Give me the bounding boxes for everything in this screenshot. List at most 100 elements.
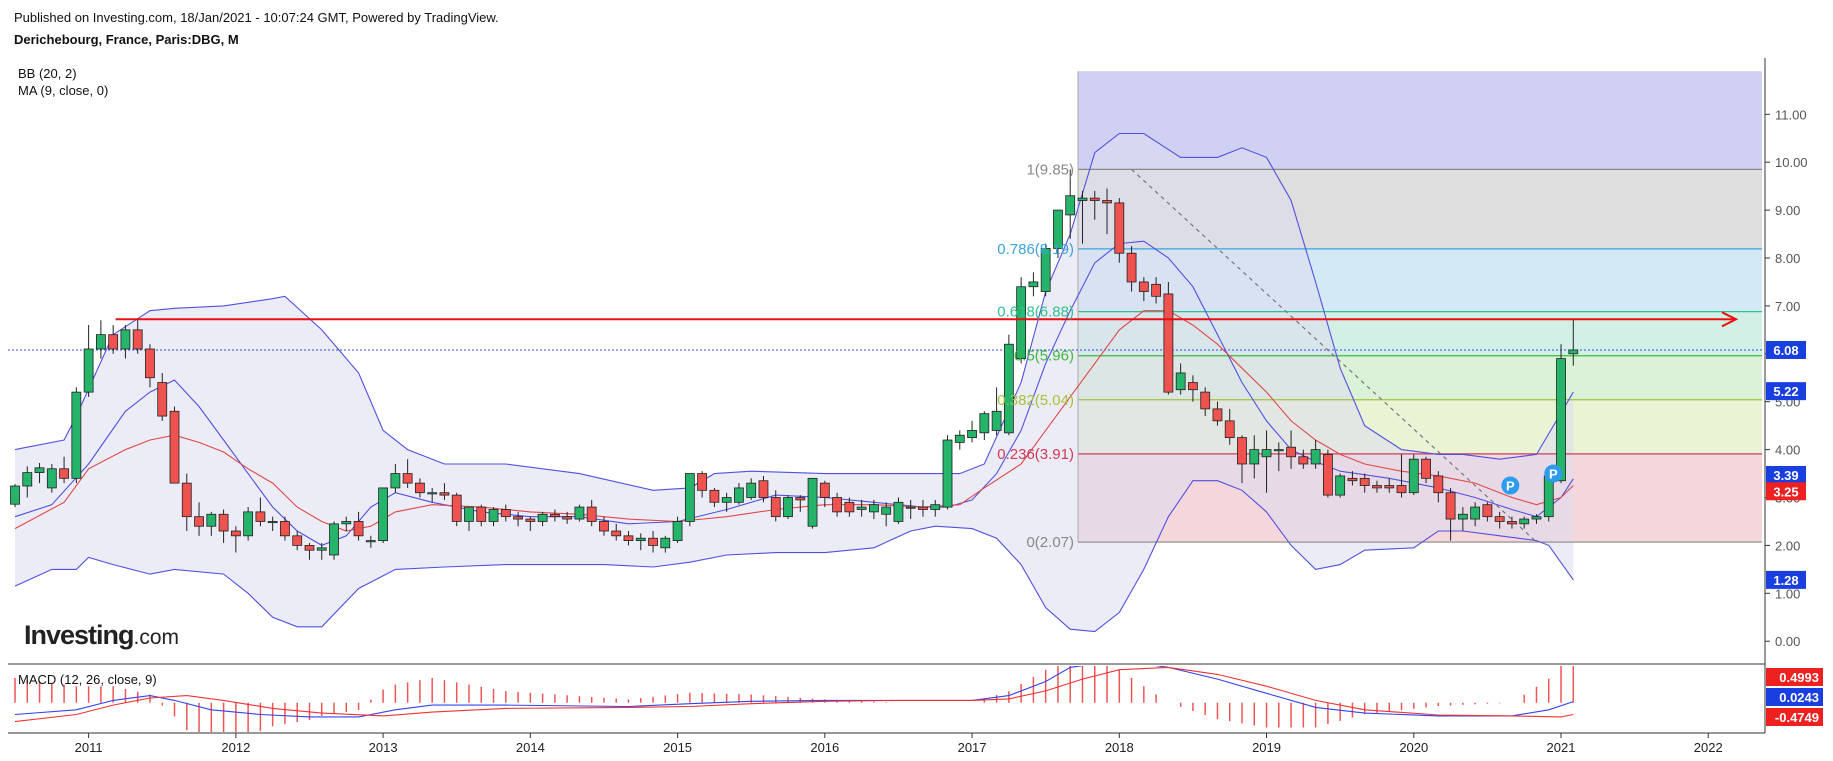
candle	[22, 466, 33, 498]
candle-body	[1003, 343, 1014, 434]
candle	[856, 499, 867, 517]
x-tick-label: 2018	[1105, 740, 1134, 755]
price-label-bg	[1766, 340, 1806, 359]
x-tick-label: 2014	[516, 740, 545, 755]
candle-body	[537, 513, 548, 522]
candle	[1237, 435, 1247, 484]
y-tick-label: 4.00	[1775, 443, 1800, 458]
candle	[783, 495, 793, 520]
candle	[329, 521, 339, 560]
candle-body	[1151, 283, 1162, 297]
candle-body	[869, 504, 879, 513]
x-tick-label: 2020	[1399, 740, 1428, 755]
candle	[1507, 516, 1517, 529]
price-label: 3.25	[1766, 482, 1806, 501]
candle	[819, 480, 830, 508]
candle-body	[1249, 449, 1260, 465]
candle	[967, 420, 977, 443]
candle	[770, 490, 781, 522]
candle-body	[157, 382, 168, 417]
candle	[243, 507, 254, 541]
candle-body	[206, 513, 217, 527]
candle	[10, 484, 20, 508]
pivot-label: P	[1506, 479, 1515, 494]
macd-plot	[14, 666, 1575, 732]
candle-body	[1273, 449, 1284, 452]
fib-level-label: 0.382(5.04)	[997, 392, 1074, 409]
candle-body	[181, 482, 192, 518]
candle	[991, 387, 1002, 436]
candle-body	[280, 521, 290, 537]
candle-body	[95, 334, 106, 350]
candle	[206, 511, 217, 536]
candle	[451, 492, 462, 527]
candle-body	[353, 521, 364, 537]
candle-body	[46, 468, 57, 489]
candle	[1445, 487, 1456, 541]
candle-body	[721, 497, 732, 503]
macd-indicator-label[interactable]: MACD (12, 26, close, 9)	[18, 672, 157, 687]
candle	[672, 516, 683, 544]
pivot-label: P	[1549, 467, 1558, 482]
candle	[1249, 435, 1260, 479]
ma-indicator-label[interactable]: MA (9, close, 0)	[18, 83, 109, 98]
candle-body	[1200, 391, 1211, 410]
x-tick-label: 2015	[663, 740, 692, 755]
candle	[1372, 480, 1382, 493]
bollinger-upper	[14, 132, 1574, 491]
candle	[758, 475, 769, 503]
candle-body	[10, 485, 20, 505]
candle-body	[218, 513, 229, 532]
candle	[721, 492, 732, 512]
candle	[1347, 471, 1358, 486]
bb-indicator-label[interactable]: BB (20, 2)	[18, 66, 77, 81]
candle	[1298, 449, 1309, 469]
candle-body	[1163, 293, 1174, 393]
candle-body	[255, 511, 266, 522]
candle-body	[783, 497, 793, 518]
main-plot: 1(9.85) 0.786(8.19) 0.618(6.88) 0.5(5.96) 0.…	[8, 71, 1762, 633]
candle	[1065, 169, 1076, 239]
candle	[316, 543, 327, 560]
bollinger-lower	[14, 480, 1574, 633]
candle-body	[1102, 200, 1112, 204]
x-tick-label: 2021	[1547, 740, 1576, 755]
candle	[611, 523, 622, 541]
macd-value-text: 0.4993	[1779, 670, 1819, 685]
candle	[562, 511, 573, 524]
candle	[832, 492, 842, 517]
candle	[1359, 473, 1370, 493]
candle-body	[1470, 506, 1481, 520]
price-label: 6.08	[1766, 340, 1806, 359]
candle-body	[734, 487, 744, 503]
candle-body	[83, 348, 94, 393]
candle-body	[586, 506, 597, 522]
candle-body	[439, 492, 450, 496]
bollinger-band-fill	[15, 133, 1574, 632]
candle	[353, 511, 364, 541]
candle-body	[378, 487, 389, 542]
candle	[1457, 507, 1468, 532]
investing-logo: Investing.com	[24, 620, 179, 651]
price-label-bg	[1766, 465, 1806, 484]
candle	[881, 502, 892, 527]
candle	[145, 344, 155, 388]
candle	[415, 478, 425, 498]
candle	[1470, 502, 1481, 527]
logo-main: Investing	[24, 620, 135, 650]
y-tick-label: 10.00	[1775, 155, 1808, 170]
candle-body	[1310, 449, 1321, 465]
candle-body	[1237, 437, 1247, 465]
candle-body	[967, 430, 977, 439]
candle-body	[1457, 513, 1468, 520]
candle-body	[500, 509, 511, 518]
candle	[525, 516, 536, 532]
candle	[488, 507, 499, 527]
candle-body	[893, 501, 904, 522]
candle-body	[22, 472, 33, 487]
candle-body	[329, 523, 339, 556]
candle	[1421, 456, 1431, 484]
candle	[1310, 440, 1321, 469]
candle	[1261, 430, 1272, 493]
